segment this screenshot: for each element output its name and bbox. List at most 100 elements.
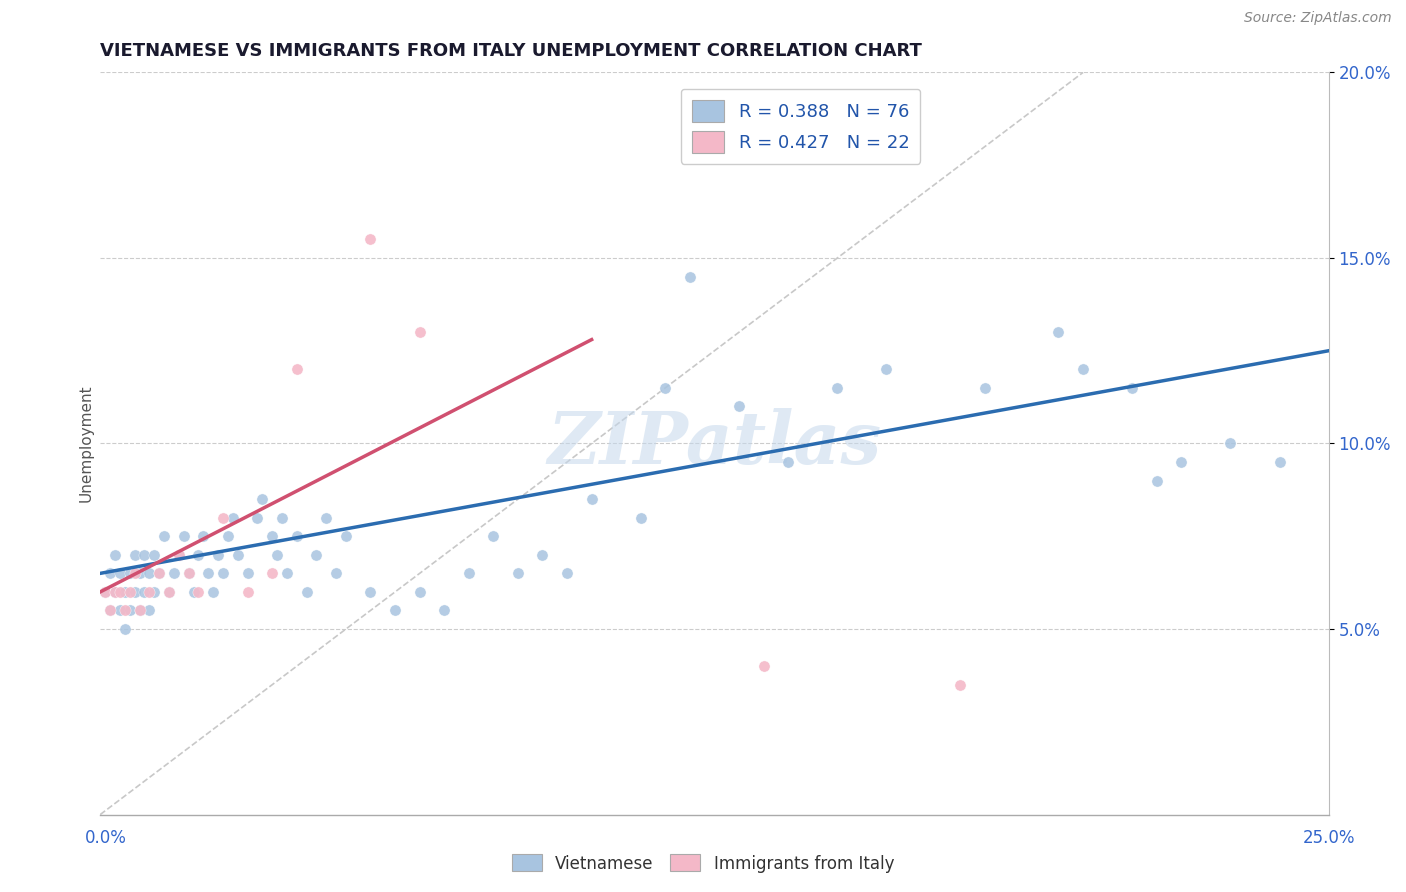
Point xyxy=(134,585,156,599)
Point xyxy=(212,566,235,581)
Point xyxy=(482,529,505,543)
Point xyxy=(276,566,298,581)
Point xyxy=(114,585,136,599)
Point xyxy=(128,603,150,617)
Point xyxy=(236,585,259,599)
Point xyxy=(325,566,347,581)
Point xyxy=(212,510,235,524)
Point xyxy=(94,585,117,599)
Y-axis label: Unemployment: Unemployment xyxy=(79,384,93,502)
Legend: Vietnamese, Immigrants from Italy: Vietnamese, Immigrants from Italy xyxy=(505,847,901,880)
Point xyxy=(108,585,131,599)
Point xyxy=(262,566,284,581)
Point xyxy=(778,455,800,469)
Point xyxy=(1268,455,1291,469)
Point xyxy=(138,585,160,599)
Point xyxy=(108,603,131,617)
Point xyxy=(335,529,357,543)
Point xyxy=(143,548,166,562)
Point xyxy=(167,548,190,562)
Point xyxy=(531,548,554,562)
Point xyxy=(134,548,156,562)
Point xyxy=(118,585,141,599)
Point xyxy=(457,566,479,581)
Text: ZIPatlas: ZIPatlas xyxy=(547,408,882,479)
Point xyxy=(128,603,150,617)
Point xyxy=(173,529,195,543)
Point xyxy=(581,492,603,507)
Point xyxy=(827,381,849,395)
Point xyxy=(207,548,229,562)
Point xyxy=(315,510,337,524)
Point xyxy=(104,585,127,599)
Point xyxy=(236,566,259,581)
Text: Source: ZipAtlas.com: Source: ZipAtlas.com xyxy=(1244,12,1392,25)
Point xyxy=(118,603,141,617)
Point xyxy=(408,585,430,599)
Point xyxy=(98,603,121,617)
Point xyxy=(295,585,318,599)
Point xyxy=(246,510,269,524)
Point xyxy=(271,510,294,524)
Point xyxy=(153,529,176,543)
Point xyxy=(177,566,200,581)
Point xyxy=(360,232,382,246)
Point xyxy=(217,529,239,543)
Point xyxy=(1170,455,1192,469)
Text: 25.0%: 25.0% xyxy=(1302,829,1355,847)
Point xyxy=(1071,362,1094,376)
Point xyxy=(408,325,430,339)
Point xyxy=(177,566,200,581)
Point xyxy=(114,622,136,636)
Point xyxy=(187,548,209,562)
Point xyxy=(433,603,456,617)
Point xyxy=(157,585,180,599)
Point xyxy=(262,529,284,543)
Text: 0.0%: 0.0% xyxy=(84,829,127,847)
Point xyxy=(148,566,170,581)
Point xyxy=(104,585,127,599)
Point xyxy=(148,566,170,581)
Point xyxy=(114,603,136,617)
Point xyxy=(752,659,775,673)
Point xyxy=(167,548,190,562)
Point xyxy=(679,269,702,284)
Point xyxy=(118,566,141,581)
Point xyxy=(630,510,652,524)
Point xyxy=(138,603,160,617)
Point xyxy=(973,381,995,395)
Point xyxy=(104,548,127,562)
Point xyxy=(98,603,121,617)
Point xyxy=(1121,381,1143,395)
Point xyxy=(1219,436,1241,450)
Point xyxy=(138,566,160,581)
Point xyxy=(728,400,751,414)
Point xyxy=(202,585,225,599)
Point xyxy=(1047,325,1070,339)
Point xyxy=(266,548,288,562)
Point xyxy=(193,529,215,543)
Point xyxy=(384,603,406,617)
Point xyxy=(163,566,186,581)
Point xyxy=(360,585,382,599)
Point xyxy=(555,566,578,581)
Point xyxy=(949,678,972,692)
Point xyxy=(876,362,898,376)
Point xyxy=(124,548,146,562)
Point xyxy=(222,510,245,524)
Point xyxy=(183,585,205,599)
Point xyxy=(108,566,131,581)
Point xyxy=(143,585,166,599)
Point xyxy=(197,566,219,581)
Point xyxy=(305,548,328,562)
Point xyxy=(94,585,117,599)
Point xyxy=(285,529,308,543)
Legend: R = 0.388   N = 76, R = 0.427   N = 22: R = 0.388 N = 76, R = 0.427 N = 22 xyxy=(681,89,920,163)
Point xyxy=(252,492,274,507)
Point xyxy=(124,566,146,581)
Text: VIETNAMESE VS IMMIGRANTS FROM ITALY UNEMPLOYMENT CORRELATION CHART: VIETNAMESE VS IMMIGRANTS FROM ITALY UNEM… xyxy=(100,42,922,60)
Point xyxy=(187,585,209,599)
Point xyxy=(157,585,180,599)
Point xyxy=(98,566,121,581)
Point xyxy=(285,362,308,376)
